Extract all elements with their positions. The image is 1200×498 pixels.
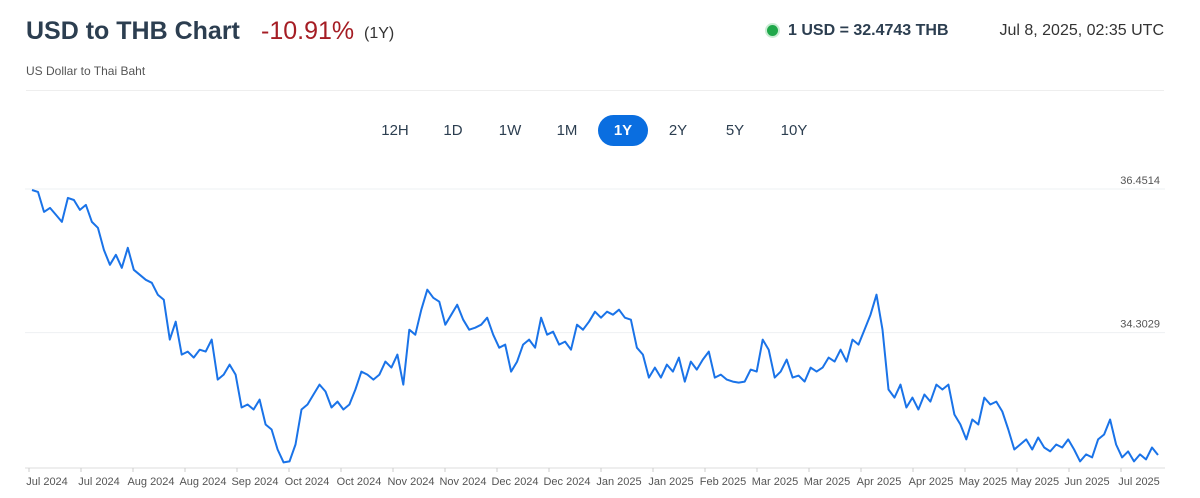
x-tick-label: Apr 2025 xyxy=(909,476,954,488)
range-button[interactable]: 1D xyxy=(443,122,463,139)
range-button[interactable]: 12H xyxy=(381,122,409,139)
x-tick-label: Sep 2024 xyxy=(231,476,278,488)
x-tick-label: Nov 2024 xyxy=(439,476,486,488)
x-tick-label: May 2025 xyxy=(1011,476,1059,488)
x-tick-label: Oct 2024 xyxy=(337,476,382,488)
x-tick-label: Jul 2024 xyxy=(78,476,120,488)
y-tick-label: 36.4514 xyxy=(1120,175,1160,187)
range-button[interactable]: 1W xyxy=(498,122,522,139)
x-tick-label: Dec 2024 xyxy=(543,476,590,488)
x-tick-label: Nov 2024 xyxy=(387,476,434,488)
subtitle: US Dollar to Thai Baht xyxy=(26,64,146,78)
change: -10.91% xyxy=(261,17,355,45)
y-tick-label: 34.3029 xyxy=(1120,319,1160,331)
x-tick-label: Dec 2024 xyxy=(491,476,538,488)
x-tick-label: Jul 2025 xyxy=(1118,476,1160,488)
range-button[interactable]: 5Y xyxy=(725,122,745,139)
rate: 1 USD = 32.4743 THB xyxy=(788,22,949,39)
x-tick-label: Apr 2025 xyxy=(857,476,902,488)
x-tick-label: Jan 2025 xyxy=(596,476,641,488)
x-tick-label: Aug 2024 xyxy=(179,476,226,488)
x-tick-label: Oct 2024 xyxy=(285,476,330,488)
x-tick-label: Mar 2025 xyxy=(804,476,850,488)
range-button[interactable]: 2Y xyxy=(668,122,688,139)
range-button[interactable]: 10Y xyxy=(780,122,808,139)
x-tick-label: Feb 2025 xyxy=(700,476,746,488)
x-tick-label: Jan 2025 xyxy=(648,476,693,488)
title: USD to THB Chart xyxy=(26,17,240,45)
timestamp: Jul 8, 2025, 02:35 UTC xyxy=(999,22,1164,39)
x-tick-label: May 2025 xyxy=(959,476,1007,488)
x-tick-label: Aug 2024 xyxy=(127,476,174,488)
live-dot xyxy=(767,25,778,36)
divider xyxy=(26,90,1164,91)
x-tick-label: Mar 2025 xyxy=(752,476,798,488)
price-line xyxy=(31,189,1159,464)
range-button[interactable]: 1Y xyxy=(598,115,648,146)
x-tick-label: Jun 2025 xyxy=(1064,476,1109,488)
x-tick-label: Jul 2024 xyxy=(26,476,68,488)
range-button[interactable]: 1M xyxy=(556,122,578,139)
period: (1Y) xyxy=(364,25,395,42)
